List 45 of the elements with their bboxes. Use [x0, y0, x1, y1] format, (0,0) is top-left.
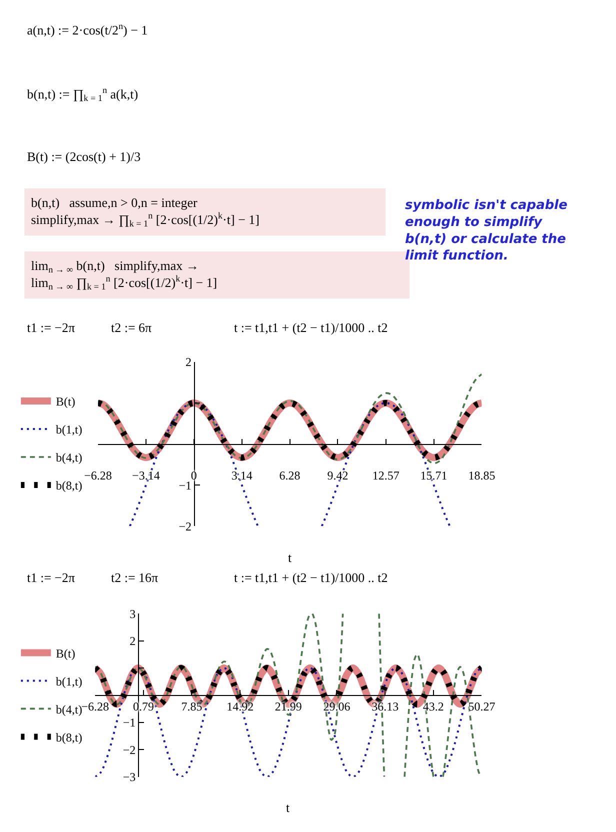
legend-label: B(t) [56, 646, 76, 660]
x-tick-label: 15.71 [420, 468, 448, 482]
x-tick-label: 50.27 [468, 700, 496, 714]
text: t1 := −2π [27, 320, 76, 335]
x-tick-label: 14.92 [226, 700, 254, 714]
y-tick-label: −2 [122, 742, 136, 757]
x-tick-label: 29.06 [323, 700, 350, 714]
legend-label: b(8,t) [56, 730, 82, 744]
y-tick-label: −1 [178, 478, 192, 492]
legend-label: B(t) [56, 394, 76, 409]
text: t2 := 6π [111, 320, 152, 335]
x-tick-label: 3.14 [231, 468, 252, 482]
text: t2 := 16π [111, 570, 159, 585]
x-axis-title: t [286, 800, 290, 815]
text: b(n,t) assume,n > 0,n = integer simplify,max → ∏$_{k = 1}$$^{n}$ [2·cos[(1/2)$^{k}$·t] − 1] [31, 195, 260, 229]
x-tick-label: 18.85 [468, 468, 496, 482]
legend-label: b(8,t) [56, 478, 82, 493]
y-tick-label: 2 [130, 634, 136, 648]
text: t1 := −2π [27, 570, 76, 585]
x-tick-label: −6.28 [81, 700, 110, 714]
y-tick-label: −2 [178, 519, 192, 534]
text: symbolic isn't capable enough to simplify b(n,t) or calculate the limit function. [405, 198, 568, 264]
text: t := t1,t1 + (t2 − t1)/1000 .. t2 [234, 570, 388, 585]
text: b(n,t) := ∏$_{k = 1}$$^{n}$ a(k,t) [27, 85, 138, 104]
text: a(n,t) := 2·cos(t/2$^{n}$) − 1 [27, 21, 148, 38]
legend-label: b(1,t) [56, 674, 82, 688]
line-series [98, 373, 482, 464]
text: t := t1,t1 + (t2 − t1)/1000 .. t2 [234, 320, 388, 335]
x-tick-label: 7.85 [181, 700, 202, 714]
legend-label: b(4,t) [56, 702, 82, 716]
x-tick-label: 12.57 [372, 468, 400, 482]
y-tick-label: −3 [122, 770, 136, 784]
legend-label: b(4,t) [56, 450, 82, 465]
y-tick-label: 2 [185, 355, 192, 370]
x-tick-label: 9.42 [327, 468, 348, 482]
x-tick-label: −6.28 [84, 468, 112, 482]
legend-label: b(1,t) [56, 422, 82, 437]
y-tick-label: 3 [130, 606, 136, 621]
x-axis-title: t [288, 550, 292, 565]
x-tick-label: −3.14 [132, 468, 160, 482]
x-tick-label: 6.28 [279, 468, 300, 482]
y-tick-label: −1 [122, 716, 136, 730]
text: B(t) := (2cos(t) + 1)/3 [27, 149, 141, 164]
x-tick-label: 43.2 [422, 700, 444, 714]
text: lim$_{n → ∞}$ b(n,t) simplify,max → lim$_{n → ∞}$ ∏$_{k = 1}$$^{n}$ [2·cos[(1/2)$^{k}$·t] − 1] [31, 258, 218, 292]
